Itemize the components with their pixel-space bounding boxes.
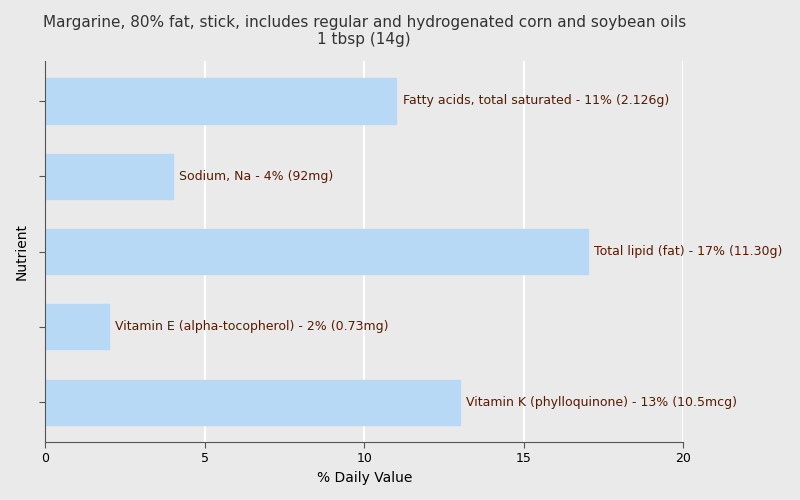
- Text: Vitamin E (alpha-tocopherol) - 2% (0.73mg): Vitamin E (alpha-tocopherol) - 2% (0.73m…: [115, 320, 389, 334]
- Text: Sodium, Na - 4% (92mg): Sodium, Na - 4% (92mg): [179, 170, 334, 183]
- Bar: [45, 304, 109, 350]
- Text: Vitamin K (phylloquinone) - 13% (10.5mcg): Vitamin K (phylloquinone) - 13% (10.5mcg…: [466, 396, 738, 408]
- Bar: [45, 380, 460, 424]
- Bar: [45, 229, 588, 274]
- Title: Margarine, 80% fat, stick, includes regular and hydrogenated corn and soybean oi: Margarine, 80% fat, stick, includes regu…: [42, 15, 686, 48]
- X-axis label: % Daily Value: % Daily Value: [317, 471, 412, 485]
- Y-axis label: Nutrient: Nutrient: [15, 223, 29, 280]
- Bar: [45, 154, 173, 199]
- Text: Total lipid (fat) - 17% (11.30g): Total lipid (fat) - 17% (11.30g): [594, 245, 782, 258]
- Text: Fatty acids, total saturated - 11% (2.126g): Fatty acids, total saturated - 11% (2.12…: [402, 94, 669, 108]
- Bar: [45, 78, 396, 124]
